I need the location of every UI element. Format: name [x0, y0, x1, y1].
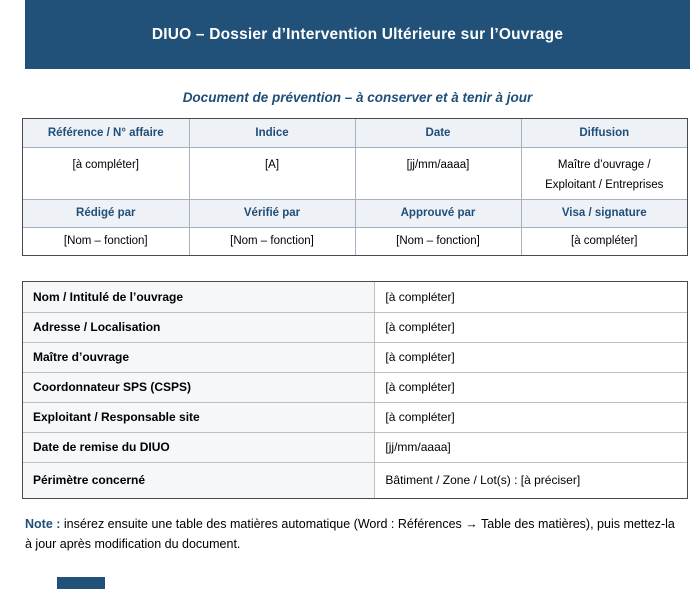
- details-table: Nom / Intitulé de l’ouvrage [à compléter…: [22, 281, 688, 499]
- note-label: Note :: [25, 517, 61, 531]
- signatures-header-row: Rédigé par Vérifié par Approuvé par Visa…: [23, 198, 687, 228]
- row-value-perimetre: Bâtiment / Zone / Lot(s) : [à préciser]: [374, 461, 687, 498]
- header-redige-par: Rédigé par: [23, 198, 190, 228]
- table-row: Nom / Intitulé de l’ouvrage [à compléter…: [23, 282, 687, 313]
- header-date: Date: [354, 119, 522, 148]
- row-value-date-remise: [jj/mm/aaaa]: [374, 431, 687, 463]
- cell-redige-value: [Nom – fonction]: [23, 226, 190, 255]
- title-banner: DIUO – Dossier d’Intervention Ultérieure…: [25, 0, 690, 69]
- header-reference: Référence / N° affaire: [23, 119, 190, 148]
- row-value-nom-intitule: [à compléter]: [374, 282, 687, 313]
- table-row: Exploitant / Responsable site [à complét…: [23, 401, 687, 433]
- row-value-adresse: [à compléter]: [374, 311, 687, 343]
- cell-verifie-value: [Nom – fonction]: [188, 226, 356, 255]
- row-label-date-remise: Date de remise du DIUO: [23, 431, 376, 463]
- header-approuve-par: Approuvé par: [354, 198, 522, 228]
- row-label-nom-intitule: Nom / Intitulé de l’ouvrage: [23, 282, 376, 313]
- reference-data-row: [à compléter] [A] [jj/mm/aaaa] Maître d’…: [23, 146, 687, 200]
- header-indice: Indice: [188, 119, 356, 148]
- cell-diffusion-value: Maître d’ouvrage / Exploitant / Entrepri…: [520, 146, 687, 200]
- table-row: Maître d’ouvrage [à compléter]: [23, 341, 687, 373]
- row-label-exploitant: Exploitant / Responsable site: [23, 401, 376, 433]
- row-label-coordonnateur-sps: Coordonnateur SPS (CSPS): [23, 371, 376, 403]
- row-label-perimetre: Périmètre concerné: [23, 461, 376, 498]
- cell-date-value: [jj/mm/aaaa]: [354, 146, 522, 200]
- table-row: Adresse / Localisation [à compléter]: [23, 311, 687, 343]
- signatures-data-row: [Nom – fonction] [Nom – fonction] [Nom –…: [23, 226, 687, 255]
- next-section-banner-sliver: [57, 577, 105, 589]
- header-visa-signature: Visa / signature: [520, 198, 687, 228]
- reference-table: Référence / N° affaire Indice Date Diffu…: [22, 118, 688, 256]
- document-subtitle: Document de prévention – à conserver et …: [182, 90, 533, 105]
- row-value-maitre-ouvrage: [à compléter]: [374, 341, 687, 373]
- note-text: insérez ensuite une table des matières a…: [25, 517, 675, 552]
- document-title: DIUO – Dossier d’Intervention Ultérieure…: [151, 25, 564, 43]
- cell-reference-value: [à compléter]: [23, 146, 190, 200]
- reference-header-row: Référence / N° affaire Indice Date Diffu…: [23, 119, 687, 148]
- row-value-coordonnateur-sps: [à compléter]: [374, 371, 687, 403]
- table-row: Date de remise du DIUO [jj/mm/aaaa]: [23, 431, 687, 463]
- row-value-exploitant: [à compléter]: [374, 401, 687, 433]
- cell-indice-value: [A]: [188, 146, 356, 200]
- note-paragraph: Note : insérez ensuite une table des mat…: [25, 514, 675, 555]
- table-row: Coordonnateur SPS (CSPS) [à compléter]: [23, 371, 687, 403]
- header-diffusion: Diffusion: [520, 119, 687, 148]
- cell-visa-value: [à compléter]: [520, 226, 687, 255]
- table-row: Périmètre concerné Bâtiment / Zone / Lot…: [23, 461, 687, 498]
- header-verifie-par: Vérifié par: [188, 198, 356, 228]
- cell-approuve-value: [Nom – fonction]: [354, 226, 522, 255]
- row-label-adresse: Adresse / Localisation: [23, 311, 376, 343]
- row-label-maitre-ouvrage: Maître d’ouvrage: [23, 341, 376, 373]
